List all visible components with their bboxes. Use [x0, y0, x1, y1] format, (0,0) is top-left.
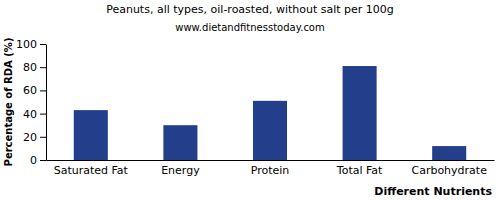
x-axis-title: Different Nutrients — [374, 185, 492, 198]
x-tick: Energy — [161, 160, 200, 177]
y-axis-title: Percentage of RDA (%) — [3, 38, 14, 167]
x-tick: Carbohydrate — [411, 160, 487, 177]
y-tick-mark — [40, 67, 46, 68]
x-axis-line — [47, 160, 495, 161]
y-tick: 80 — [23, 61, 46, 74]
x-tick-label: Saturated Fat — [54, 164, 129, 177]
bar — [343, 66, 377, 160]
x-tick: Total Fat — [336, 160, 383, 177]
y-tick: 100 — [16, 38, 46, 51]
x-tick-label: Total Fat — [336, 164, 383, 177]
y-tick-label: 80 — [23, 61, 37, 74]
y-tick-label: 40 — [23, 108, 37, 121]
y-tick-label: 60 — [23, 84, 37, 97]
y-tick-label: 100 — [16, 38, 37, 51]
y-tick-mark — [40, 44, 46, 45]
y-tick-mark — [40, 90, 46, 91]
title: Peanuts, all types, oil-roasted, without… — [106, 3, 394, 16]
subtitle: www.dietandfitnesstoday.com — [175, 22, 324, 33]
y-tick: 0 — [30, 154, 46, 167]
y-tick-label: 0 — [30, 154, 37, 167]
y-tick-mark — [40, 114, 46, 115]
x-axis: Saturated Fat Energy Protein Total Fat Carbo… — [47, 160, 495, 177]
x-tick: Protein — [251, 160, 290, 177]
plot: 0 20 40 60 80 100 Saturated Fat Energy Protein To… — [16, 38, 495, 177]
y-tick-mark — [40, 160, 46, 161]
y-axis-line — [46, 45, 47, 161]
bars — [74, 66, 466, 160]
chart: Peanuts, all types, oil-roasted, without… — [0, 0, 500, 200]
bar — [163, 125, 197, 160]
y-tick-label: 20 — [23, 131, 37, 144]
x-tick-label: Carbohydrate — [411, 164, 487, 177]
bar — [432, 146, 466, 160]
bar — [74, 110, 108, 160]
bar — [253, 101, 287, 160]
y-tick-mark — [40, 137, 46, 138]
x-tick-label: Protein — [251, 164, 290, 177]
x-tick: Saturated Fat — [54, 160, 129, 177]
y-tick: 40 — [23, 108, 46, 121]
x-tick-label: Energy — [161, 164, 200, 177]
y-tick: 60 — [23, 84, 46, 97]
y-tick: 20 — [23, 131, 46, 144]
y-axis: 0 20 40 60 80 100 — [16, 38, 47, 167]
